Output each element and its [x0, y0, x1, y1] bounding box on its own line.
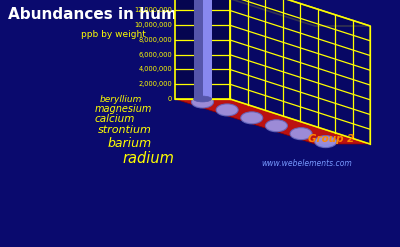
Text: 4,000,000: 4,000,000	[138, 66, 172, 73]
Text: magnesium: magnesium	[95, 104, 152, 114]
Text: 6,000,000: 6,000,000	[138, 52, 172, 58]
Text: 8,000,000: 8,000,000	[138, 37, 172, 43]
Text: radium: radium	[122, 151, 174, 166]
Text: www.webelements.com: www.webelements.com	[262, 159, 352, 168]
Ellipse shape	[241, 112, 263, 124]
Ellipse shape	[266, 120, 288, 132]
Text: 2,000,000: 2,000,000	[138, 81, 172, 87]
Polygon shape	[202, 0, 212, 99]
Text: beryllium: beryllium	[100, 95, 142, 104]
Text: calcium: calcium	[95, 114, 135, 124]
Text: 0: 0	[168, 96, 172, 102]
Text: 12,000,000: 12,000,000	[134, 7, 172, 14]
Ellipse shape	[192, 96, 214, 108]
Polygon shape	[175, 0, 230, 99]
Text: strontium: strontium	[98, 125, 152, 135]
Text: ppb by weight: ppb by weight	[80, 30, 146, 39]
Text: Abundances in humans: Abundances in humans	[8, 7, 207, 22]
Text: 10,000,000: 10,000,000	[134, 22, 172, 28]
Polygon shape	[230, 0, 370, 144]
Ellipse shape	[315, 136, 337, 148]
Ellipse shape	[290, 128, 312, 140]
Ellipse shape	[216, 104, 238, 116]
Polygon shape	[175, 99, 370, 144]
Text: Group 2: Group 2	[308, 134, 354, 144]
Polygon shape	[194, 0, 202, 99]
Text: barium: barium	[108, 137, 152, 150]
Ellipse shape	[194, 96, 212, 102]
Polygon shape	[175, 0, 370, 26]
